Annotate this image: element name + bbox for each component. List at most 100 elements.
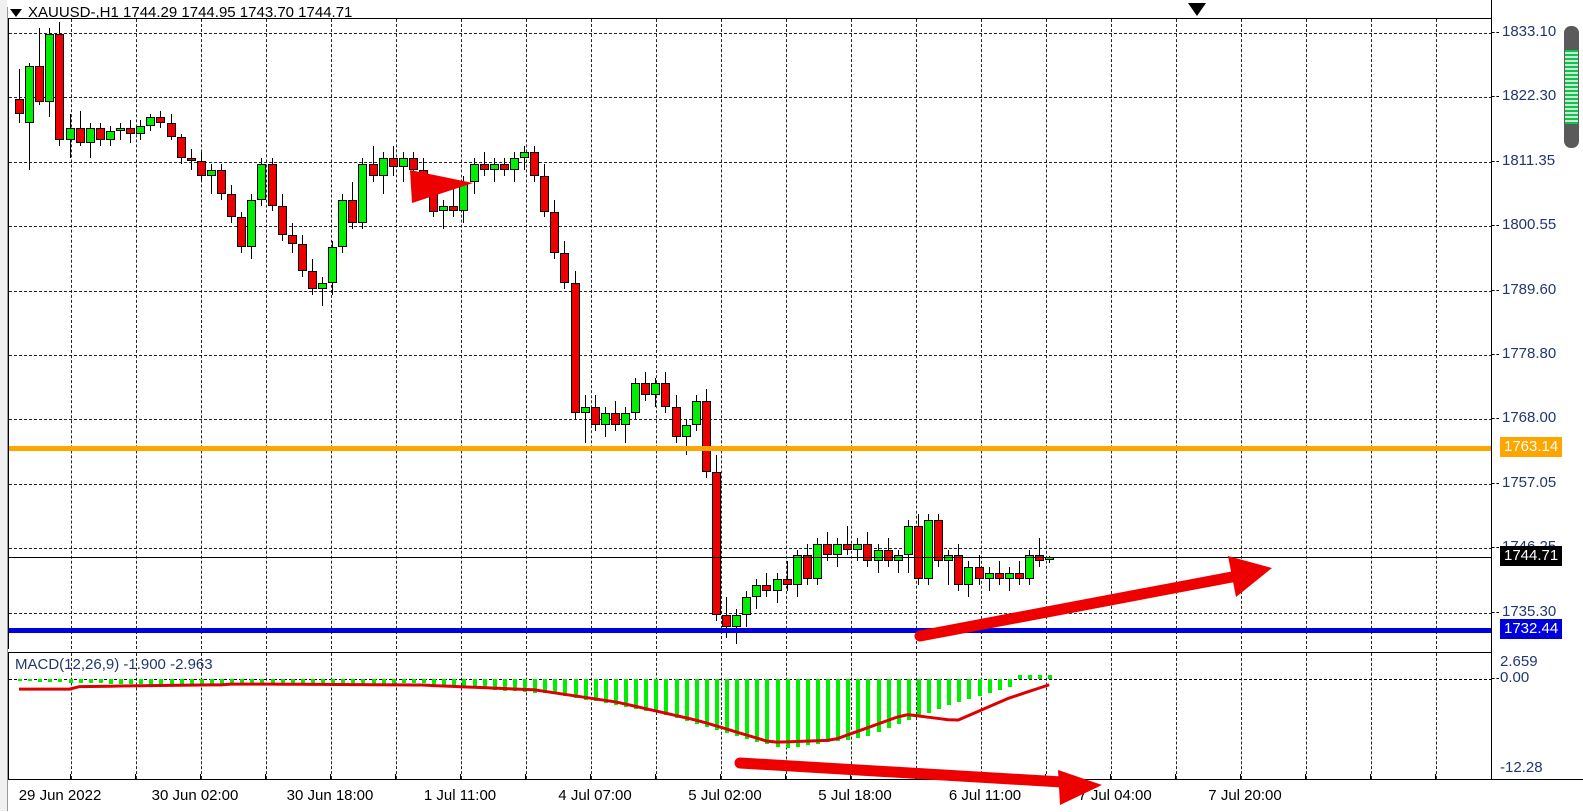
candle-body xyxy=(711,472,721,615)
macd-histogram-bar xyxy=(98,679,103,684)
macd-histogram-bar xyxy=(280,679,285,686)
time-axis[interactable]: 29 Jun 2022 30 Jun 02:00 30 Jun 18:00 1 Jul… xyxy=(8,774,1583,812)
price-chart-plot[interactable] xyxy=(8,18,1493,649)
gridline-vertical xyxy=(461,19,462,649)
candle-body xyxy=(338,199,348,248)
macd-histogram-bar xyxy=(704,679,709,727)
macd-histogram-bar xyxy=(523,679,527,692)
macd-axis-label: 2.659 xyxy=(1500,653,1538,670)
candle-body xyxy=(974,567,984,580)
candle-body xyxy=(1014,573,1024,580)
time-tick xyxy=(1045,774,1046,780)
macd-histogram-bar xyxy=(119,679,123,684)
candle-body xyxy=(217,169,226,194)
candle-body xyxy=(530,152,540,176)
price-tick xyxy=(1492,96,1499,98)
candle-body xyxy=(641,383,651,396)
macd-histogram-bar xyxy=(967,679,972,699)
macd-histogram-bar xyxy=(553,679,558,695)
time-tick xyxy=(395,774,396,780)
price-tick-label: 1757.05 xyxy=(1502,474,1557,491)
macd-indicator-panel[interactable]: MACD(12,26,9) -1.900 -2.963 xyxy=(8,652,1493,780)
current-price-line[interactable] xyxy=(9,557,1492,559)
candle-body xyxy=(105,131,115,141)
candle-body xyxy=(782,579,792,586)
price-tick xyxy=(1492,483,1499,484)
candle-wick xyxy=(897,549,899,574)
candle-body xyxy=(701,401,711,473)
vertical-scrollbar[interactable] xyxy=(1564,26,1579,148)
gridline-vertical xyxy=(981,653,982,779)
gridline-vertical xyxy=(1046,653,1047,779)
candle-body xyxy=(277,205,287,236)
macd-histogram-bar xyxy=(159,679,164,685)
candle-body xyxy=(378,158,388,176)
macd-histogram-bar xyxy=(563,679,568,696)
candle-body xyxy=(520,152,529,159)
candle-body xyxy=(671,407,681,437)
gridline-vertical xyxy=(981,19,982,649)
macd-histogram-bar xyxy=(48,679,53,683)
candle-body xyxy=(307,270,317,289)
current-price-badge[interactable]: 1744.71 xyxy=(1500,546,1563,567)
time-tick xyxy=(200,774,201,780)
macd-histogram-bar xyxy=(856,679,861,739)
macd-histogram-bar xyxy=(381,679,386,684)
candle-wick xyxy=(857,537,859,562)
candle-body xyxy=(1035,555,1045,562)
candle-body xyxy=(75,128,85,144)
candle-body xyxy=(398,158,408,168)
macd-histogram-bar xyxy=(533,679,538,693)
candle-body xyxy=(994,573,1004,580)
triangle-down-icon[interactable] xyxy=(10,9,22,18)
time-tick-label: 7 Jul 04:00 xyxy=(1078,787,1152,804)
macd-histogram-bar xyxy=(321,679,325,685)
time-tick xyxy=(1370,774,1371,780)
candle-body xyxy=(590,407,600,425)
support-level-line[interactable] xyxy=(9,627,1492,633)
gridline-vertical xyxy=(851,653,852,779)
scrollbar-thumb[interactable] xyxy=(1565,50,1578,124)
gridline-vertical xyxy=(1046,19,1047,649)
macd-histogram-bar xyxy=(1038,675,1043,679)
macd-histogram-bar xyxy=(1028,675,1032,679)
candle-wick xyxy=(988,567,990,592)
candle-body xyxy=(853,543,863,550)
support-level-badge[interactable]: 1732.44 xyxy=(1500,618,1563,639)
macd-histogram-bar xyxy=(189,679,194,686)
time-tick-label: 7 Jul 20:00 xyxy=(1208,787,1282,804)
candle-body xyxy=(449,205,459,212)
gridline-vertical xyxy=(461,653,462,779)
macd-histogram-bar xyxy=(795,679,800,747)
time-tick xyxy=(655,774,656,780)
candle-body xyxy=(843,543,853,550)
candle-wick xyxy=(493,158,495,182)
macd-histogram-bar xyxy=(432,679,437,686)
candle-body xyxy=(348,199,358,224)
macd-histogram-bar xyxy=(826,679,830,743)
macd-histogram-bar xyxy=(775,679,780,748)
macd-histogram-bar xyxy=(714,679,719,730)
price-tick xyxy=(1492,160,1499,162)
candle-body xyxy=(45,33,55,102)
time-tick xyxy=(135,774,136,780)
resistance-level-badge[interactable]: 1763.14 xyxy=(1500,436,1563,457)
gridline-vertical xyxy=(1176,19,1177,649)
macd-histogram-bar xyxy=(442,679,447,687)
macd-histogram-bar xyxy=(634,679,639,709)
resistance-level-line[interactable] xyxy=(9,445,1492,451)
candle-body xyxy=(186,158,196,162)
gridline-vertical xyxy=(721,653,722,779)
macd-histogram-bar xyxy=(815,679,820,744)
gridline-vertical xyxy=(1306,19,1307,649)
candle-body xyxy=(1004,573,1014,580)
gridline-vertical xyxy=(1371,653,1372,779)
candle-body xyxy=(903,525,913,556)
macd-histogram-bar xyxy=(139,679,144,685)
candle-body xyxy=(85,128,95,144)
time-tick-label: 1 Jul 11:00 xyxy=(423,787,497,804)
candle-body xyxy=(95,128,105,141)
candle-wick xyxy=(120,122,121,141)
candle-body xyxy=(388,158,398,168)
left-border-scrollbar[interactable] xyxy=(0,0,8,811)
